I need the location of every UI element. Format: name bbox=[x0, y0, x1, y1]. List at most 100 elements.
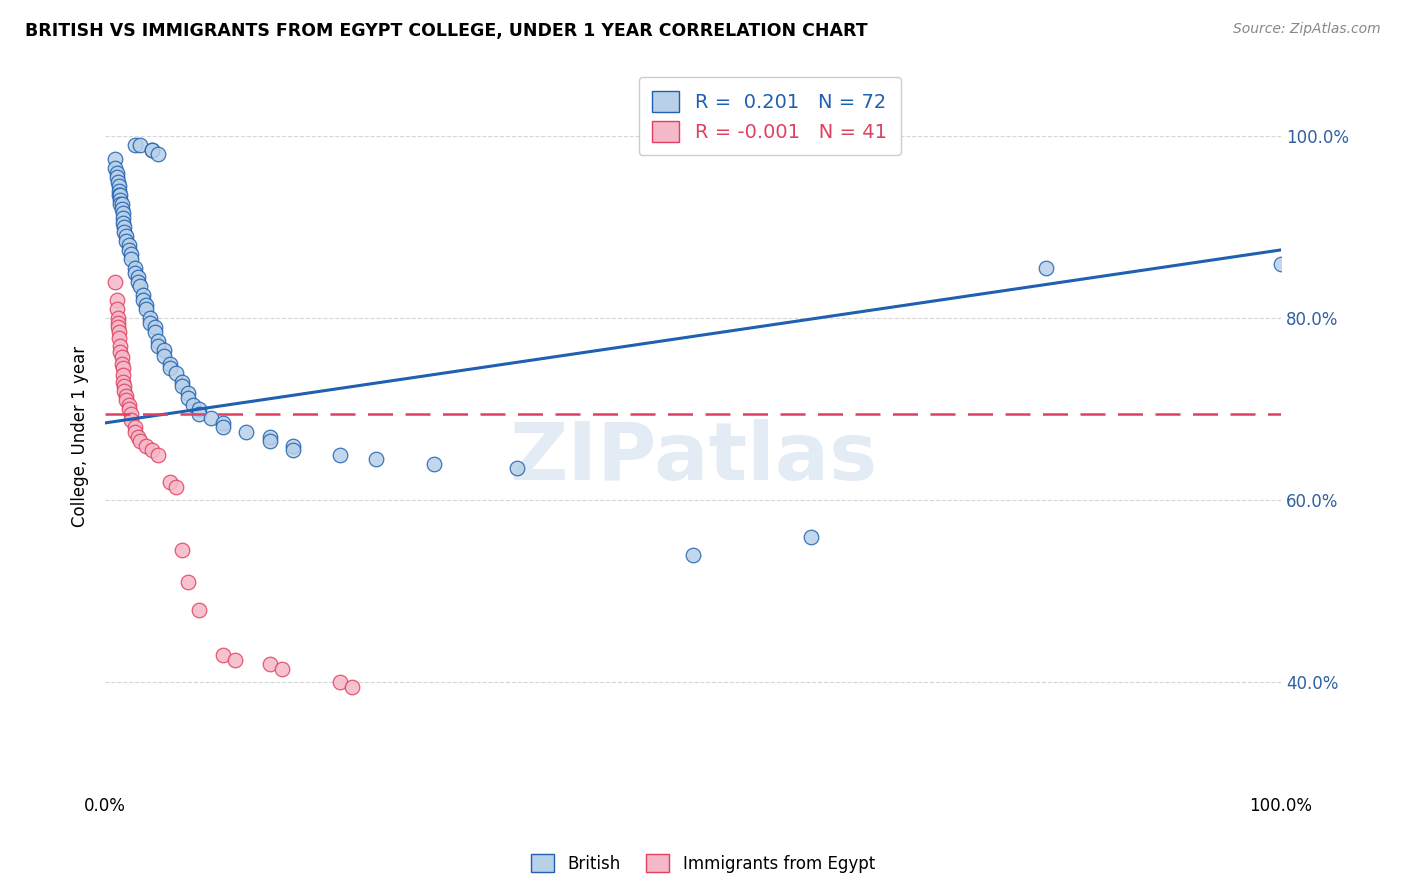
Point bbox=[104, 152, 127, 166]
Point bbox=[124, 138, 146, 153]
Point bbox=[105, 170, 128, 185]
Point bbox=[259, 657, 281, 672]
Point bbox=[132, 288, 155, 302]
Point bbox=[111, 202, 134, 216]
Point bbox=[120, 413, 142, 427]
Point bbox=[124, 425, 146, 439]
Point bbox=[115, 388, 138, 402]
Point bbox=[146, 448, 169, 462]
Point bbox=[224, 653, 246, 667]
Point bbox=[107, 316, 129, 330]
Point bbox=[235, 425, 257, 439]
Point bbox=[188, 402, 211, 417]
Point bbox=[127, 270, 149, 285]
Point bbox=[176, 575, 198, 590]
Point bbox=[111, 216, 134, 230]
Point bbox=[170, 375, 193, 389]
Point bbox=[118, 238, 141, 252]
Point bbox=[110, 197, 132, 211]
Point bbox=[104, 161, 127, 175]
Point bbox=[110, 188, 132, 202]
Point bbox=[159, 475, 181, 489]
Point bbox=[112, 384, 135, 398]
Point bbox=[153, 343, 176, 357]
Point bbox=[118, 398, 141, 412]
Point bbox=[170, 543, 193, 558]
Point bbox=[120, 252, 142, 266]
Point bbox=[118, 243, 141, 257]
Y-axis label: College, Under 1 year: College, Under 1 year bbox=[72, 346, 89, 527]
Point bbox=[124, 261, 146, 276]
Point bbox=[135, 297, 157, 311]
Point bbox=[135, 302, 157, 317]
Point bbox=[110, 193, 132, 207]
Point bbox=[118, 402, 141, 417]
Point bbox=[105, 293, 128, 307]
Point bbox=[135, 439, 157, 453]
Point bbox=[124, 266, 146, 280]
Point bbox=[153, 350, 176, 364]
Legend: British, Immigrants from Egypt: British, Immigrants from Egypt bbox=[524, 847, 882, 880]
Point bbox=[188, 407, 211, 421]
Point bbox=[111, 357, 134, 371]
Point bbox=[127, 275, 149, 289]
Point bbox=[107, 320, 129, 334]
Point bbox=[506, 461, 529, 475]
Point bbox=[211, 648, 233, 662]
Point bbox=[127, 429, 149, 443]
Point bbox=[108, 184, 131, 198]
Point bbox=[104, 275, 127, 289]
Point bbox=[107, 175, 129, 189]
Point bbox=[115, 229, 138, 244]
Point bbox=[141, 443, 163, 458]
Point bbox=[105, 165, 128, 179]
Point bbox=[108, 188, 131, 202]
Point bbox=[143, 325, 166, 339]
Point bbox=[105, 302, 128, 317]
Point bbox=[188, 602, 211, 616]
Point bbox=[108, 325, 131, 339]
Point bbox=[107, 311, 129, 326]
Point bbox=[329, 448, 352, 462]
Point bbox=[170, 379, 193, 393]
Point bbox=[110, 344, 132, 359]
Point bbox=[129, 434, 152, 449]
Point bbox=[259, 429, 281, 443]
Point bbox=[800, 530, 823, 544]
Point bbox=[139, 311, 162, 326]
Point bbox=[111, 351, 134, 365]
Point bbox=[141, 143, 163, 157]
Point bbox=[111, 375, 134, 389]
Point bbox=[159, 361, 181, 376]
Point bbox=[124, 420, 146, 434]
Point bbox=[129, 138, 152, 153]
Point bbox=[111, 206, 134, 220]
Point bbox=[141, 143, 163, 157]
Text: ZIPatlas: ZIPatlas bbox=[509, 419, 877, 497]
Point bbox=[259, 434, 281, 449]
Point bbox=[682, 548, 704, 562]
Point bbox=[120, 247, 142, 261]
Point bbox=[120, 407, 142, 421]
Point bbox=[146, 147, 169, 161]
Point bbox=[1035, 261, 1057, 276]
Point bbox=[211, 416, 233, 430]
Point bbox=[146, 338, 169, 352]
Point bbox=[111, 211, 134, 225]
Point bbox=[364, 452, 387, 467]
Point bbox=[112, 225, 135, 239]
Point bbox=[110, 338, 132, 352]
Text: BRITISH VS IMMIGRANTS FROM EGYPT COLLEGE, UNDER 1 YEAR CORRELATION CHART: BRITISH VS IMMIGRANTS FROM EGYPT COLLEGE… bbox=[25, 22, 868, 40]
Point bbox=[129, 279, 152, 293]
Point bbox=[283, 443, 305, 458]
Point bbox=[211, 420, 233, 434]
Point bbox=[159, 357, 181, 371]
Point bbox=[183, 398, 205, 412]
Point bbox=[112, 220, 135, 235]
Point bbox=[423, 457, 446, 471]
Point bbox=[111, 368, 134, 382]
Point bbox=[165, 480, 187, 494]
Point bbox=[340, 680, 363, 694]
Point bbox=[132, 293, 155, 307]
Point bbox=[1270, 256, 1292, 270]
